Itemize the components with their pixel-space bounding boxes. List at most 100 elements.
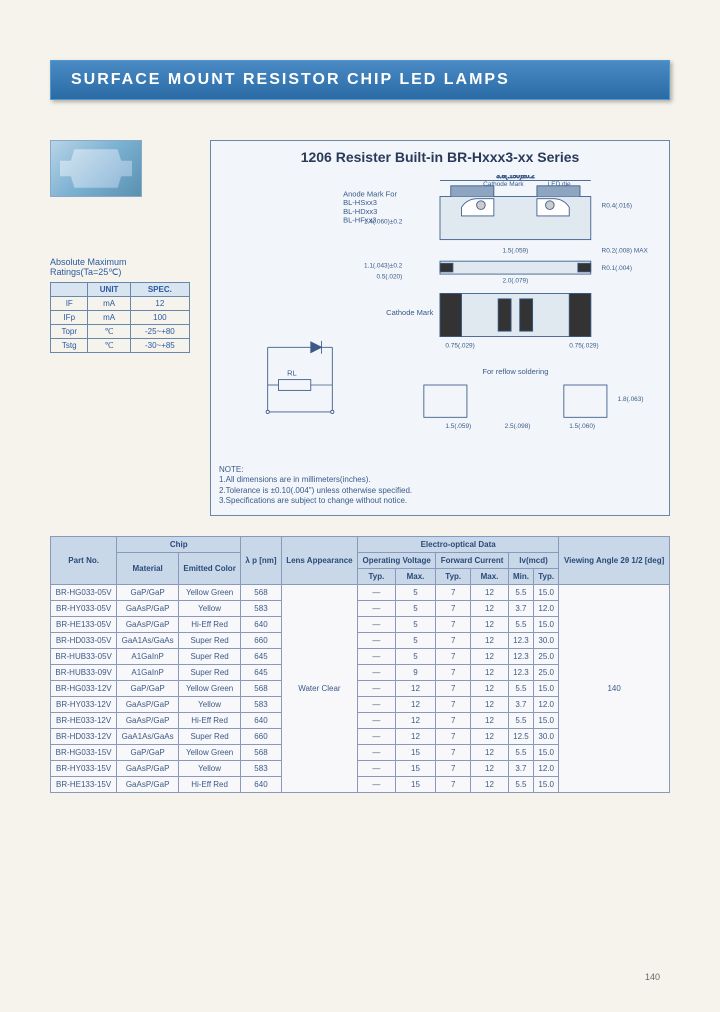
abs-cell: mA [88, 297, 130, 311]
note-line: 1.All dimensions are in millimeters(inch… [219, 475, 661, 485]
table-cell: 5.5 [508, 680, 533, 696]
table-cell: A1GaInP [117, 648, 179, 664]
abs-cell: Topr [51, 325, 88, 339]
table-cell: 12 [471, 632, 509, 648]
th-partno: Part No. [51, 536, 117, 584]
abs-cell: mA [88, 311, 130, 325]
svg-text:LED die: LED die [548, 181, 571, 188]
table-cell: 12.3 [508, 632, 533, 648]
th-angle: Viewing Angle 2θ 1/2 [deg] [559, 536, 670, 584]
th-sub: Typ. [358, 568, 396, 584]
svg-text:1.4(.060)±0.2: 1.4(.060)±0.2 [364, 218, 403, 225]
table-cell: BR-HUB33-05V [51, 648, 117, 664]
table-cell: 5.5 [508, 712, 533, 728]
table-cell: GaAsP/GaP [117, 712, 179, 728]
table-cell: 7 [436, 632, 471, 648]
table-cell: — [358, 664, 396, 680]
svg-text:3.8(.150)±0.2: 3.8(.150)±0.2 [496, 175, 535, 180]
table-cell: — [358, 680, 396, 696]
table-cell: 7 [436, 776, 471, 792]
table-cell: 15 [395, 744, 436, 760]
svg-text:Cathode Mark: Cathode Mark [386, 308, 433, 317]
table-cell: Hi-Eff Red [179, 616, 241, 632]
note-line: 2.Tolerance is ±0.10(.004") unless other… [219, 486, 661, 496]
th-lens: Lens Appearance [281, 536, 357, 584]
th-sub: Min. [508, 568, 533, 584]
table-cell: 640 [241, 712, 282, 728]
table-cell: 15.0 [534, 712, 559, 728]
th-color: Emitted Color [179, 552, 241, 584]
table-cell: 12 [471, 744, 509, 760]
abs-header: UNIT [88, 283, 130, 297]
svg-text:RL: RL [287, 368, 297, 377]
th-sub: Typ. [534, 568, 559, 584]
table-cell: 12 [471, 584, 509, 600]
abs-cell: -30~+85 [130, 339, 189, 353]
table-cell: GaP/GaP [117, 680, 179, 696]
table-cell: 5.5 [508, 744, 533, 760]
table-cell: 12 [471, 696, 509, 712]
table-cell: 12.0 [534, 600, 559, 616]
abs-header [51, 283, 88, 297]
table-cell: BR-HY033-12V [51, 696, 117, 712]
table-cell: A1GaInP [117, 664, 179, 680]
table-cell: 568 [241, 680, 282, 696]
table-cell: 12 [471, 712, 509, 728]
table-cell: — [358, 648, 396, 664]
table-cell: 140 [559, 584, 670, 792]
table-cell: BR-HG033-15V [51, 744, 117, 760]
table-cell: 12.3 [508, 664, 533, 680]
note-line: 3.Specifications are subject to change w… [219, 496, 661, 506]
svg-text:R0.4(.016): R0.4(.016) [602, 202, 633, 209]
spec-table: Part No. Chip λ p [nm] Lens Appearance E… [50, 536, 670, 793]
table-cell: Yellow Green [179, 680, 241, 696]
table-cell: GaAsP/GaP [117, 616, 179, 632]
table-cell: BR-HG033-05V [51, 584, 117, 600]
table-cell: 660 [241, 632, 282, 648]
table-cell: 7 [436, 712, 471, 728]
table-cell: Yellow [179, 760, 241, 776]
table-cell: Super Red [179, 632, 241, 648]
table-cell: 5 [395, 648, 436, 664]
table-cell: 583 [241, 696, 282, 712]
th-sub: Max. [471, 568, 509, 584]
table-cell: 583 [241, 760, 282, 776]
abs-cell: IFp [51, 311, 88, 325]
svg-text:R0.1(.004): R0.1(.004) [602, 265, 633, 272]
table-cell: — [358, 600, 396, 616]
table-row: BR-HG033-05VGaP/GaPYellow Green568Water … [51, 584, 670, 600]
table-cell: 12 [471, 648, 509, 664]
diagram-title: 1206 Resister Built-in BR-Hxxx3-xx Serie… [219, 149, 661, 165]
table-cell: 568 [241, 584, 282, 600]
table-cell: 12 [395, 728, 436, 744]
table-cell: 7 [436, 728, 471, 744]
table-cell: 12.0 [534, 696, 559, 712]
table-cell: 30.0 [534, 728, 559, 744]
th-voltage: Operating Voltage [358, 552, 436, 568]
svg-text:0.75(.029): 0.75(.029) [569, 342, 598, 349]
page-container: SURFACE MOUNT RESISTOR CHIP LED LAMPS Ab… [0, 0, 720, 833]
table-cell: BR-HE133-15V [51, 776, 117, 792]
notes: NOTE: 1.All dimensions are in millimeter… [219, 465, 661, 507]
svg-text:Cathode Mark: Cathode Mark [483, 181, 524, 188]
svg-text:2.5(.098): 2.5(.098) [505, 423, 531, 430]
abs-cell: 12 [130, 297, 189, 311]
component-image [50, 140, 142, 197]
abs-cell: -25~+80 [130, 325, 189, 339]
svg-text:1.5(.059): 1.5(.059) [502, 248, 528, 255]
table-cell: 12 [471, 680, 509, 696]
table-cell: 568 [241, 744, 282, 760]
table-cell: 12 [395, 680, 436, 696]
table-cell: GaA1As/GaAs [117, 728, 179, 744]
table-cell: 12 [471, 728, 509, 744]
table-cell: BR-HE033-12V [51, 712, 117, 728]
table-cell: — [358, 712, 396, 728]
table-cell: 7 [436, 616, 471, 632]
abs-max-section: Absolute Maximum Ratings(Ta=25℃) UNIT SP… [50, 257, 190, 353]
svg-text:0.75(.029): 0.75(.029) [445, 342, 474, 349]
table-cell: 5.5 [508, 616, 533, 632]
table-cell: 5 [395, 584, 436, 600]
left-column: Absolute Maximum Ratings(Ta=25℃) UNIT SP… [50, 140, 190, 516]
table-cell: 15 [395, 760, 436, 776]
table-cell: 15.0 [534, 744, 559, 760]
